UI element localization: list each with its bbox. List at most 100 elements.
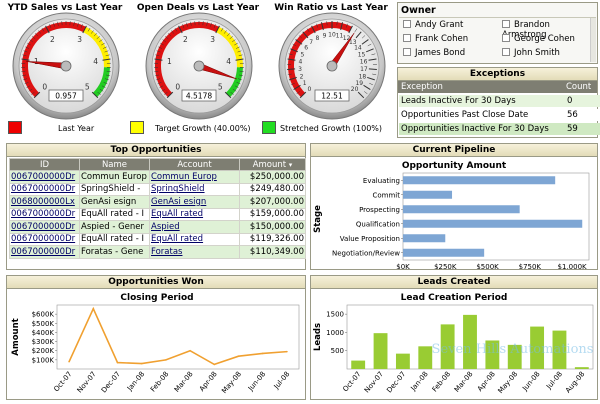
- gauge-tick: [215, 25, 220, 34]
- exception-row[interactable]: Opportunities Past Close Date 56: [399, 109, 600, 121]
- won-data-point: [165, 359, 167, 361]
- account-link[interactable]: GenAsi esign: [151, 196, 207, 207]
- gauge-tick: [101, 85, 106, 88]
- exception-row[interactable]: Opportunities Inactive For 30 Days 59: [399, 123, 600, 135]
- gauge-tick: [29, 39, 33, 43]
- gauge-tick: [166, 91, 174, 99]
- column-header-account[interactable]: Account: [149, 158, 240, 171]
- category-label: Value Proposition: [340, 235, 400, 243]
- account-link[interactable]: Foratas: [151, 246, 183, 257]
- owner-option-brandon-armstrong[interactable]: Brandon Armstrong: [502, 20, 550, 40]
- x-tick-label: $0K: [396, 263, 410, 269]
- y-axis-label: Stage: [313, 205, 323, 233]
- gauge-tick: [361, 39, 369, 45]
- table-cell: $250,000.00: [239, 170, 306, 184]
- owner-option-george-cohen[interactable]: George Cohen: [502, 34, 575, 44]
- gauge-tick-label: 7: [309, 39, 313, 46]
- checkbox[interactable]: [502, 34, 510, 42]
- gauge-tick-label: 3: [77, 35, 82, 44]
- gauge-tick: [104, 50, 109, 53]
- account-link[interactable]: SpringShield: [151, 184, 205, 195]
- owner-title: Owner: [401, 5, 436, 16]
- gauge-tick: [156, 78, 161, 81]
- won-data-point: [286, 350, 288, 353]
- account-link[interactable]: Commun Europ: [151, 171, 217, 182]
- gauge-tick: [155, 54, 160, 57]
- gauge-tick: [186, 22, 188, 27]
- gauge-tick: [348, 25, 353, 34]
- gauge-tick: [80, 24, 83, 28]
- gauge-tick: [155, 74, 160, 77]
- table-row[interactable]: 0067000000Dr Commun Europ Commun Europ $250…: [9, 170, 306, 184]
- chart-title: Closing Period: [120, 293, 193, 303]
- account-link[interactable]: EquAll rated: [151, 234, 204, 245]
- table-row[interactable]: 0067000000Dr EquAll rated - I EquAll rated…: [9, 232, 306, 246]
- table-cell: 0067000000Dr: [9, 182, 80, 196]
- gauge-band: [83, 26, 110, 68]
- table-cell: GenAsi esign: [149, 195, 240, 209]
- table-row[interactable]: 0067000000Dr Foratas - Gene Foratas $110,34…: [9, 245, 306, 259]
- gauge-tick: [234, 85, 239, 88]
- exceptions-header-exception: Exception: [401, 82, 443, 92]
- table-cell: Aspied - Gener: [79, 220, 150, 234]
- category-label: Evaluating: [363, 177, 400, 185]
- exception-row[interactable]: Leads Inactive For 30 Days 0: [399, 95, 600, 107]
- owner-option-james-bond[interactable]: James Bond: [403, 48, 465, 58]
- leads-bar: [351, 360, 366, 369]
- table-row[interactable]: 0067000000Dr EquAll rated - I EquAll rated…: [9, 207, 306, 221]
- checkbox[interactable]: [502, 20, 510, 28]
- pipeline-bar: [403, 234, 446, 243]
- gauge-tick: [93, 33, 97, 37]
- owner-option-john-smith[interactable]: John Smith: [502, 48, 560, 58]
- gauge-tick: [237, 50, 242, 53]
- gauge-tick: [23, 50, 28, 53]
- table-cell: Commun Europ: [79, 170, 150, 184]
- gauge-tick: [239, 70, 244, 72]
- gauge-tick: [306, 28, 310, 33]
- gauge-tick: [22, 74, 27, 77]
- category-label: Prospecting: [359, 206, 400, 214]
- gauge-tick: [293, 84, 301, 90]
- checkbox[interactable]: [403, 48, 411, 56]
- table-row[interactable]: 0067000000Dr Aspied - Gener Aspied $150,000…: [9, 220, 306, 234]
- gauge-tick: [213, 24, 216, 28]
- legend-label-target-growth: Target Growth (40.00%): [155, 124, 251, 133]
- gauge-tick: [372, 73, 377, 76]
- opportunity-id-link[interactable]: 0067000000Dr: [11, 184, 76, 195]
- opportunity-id-link[interactable]: 0067000000Dr: [11, 246, 76, 257]
- column-header-name[interactable]: Name: [79, 158, 150, 171]
- owner-option-frank-cohen[interactable]: Frank Cohen: [403, 34, 468, 44]
- column-header-id[interactable]: ID: [9, 158, 80, 171]
- legend-swatch-target-growth: [130, 121, 144, 134]
- gauge-tick: [354, 28, 358, 33]
- y-tick-label: $200K: [32, 347, 55, 355]
- opportunity-id-link[interactable]: 0067000000Dr: [11, 209, 76, 220]
- opportunity-id-link[interactable]: 0067000000Dr: [11, 171, 76, 182]
- gauge-tick: [357, 91, 365, 99]
- owner-option-andy-grant[interactable]: Andy Grant: [403, 20, 463, 30]
- leads-bar: [463, 314, 477, 369]
- gauge-tick-label: 17: [360, 66, 368, 73]
- opportunity-id-link[interactable]: 0067000000Dr: [11, 221, 76, 232]
- y-tick-label: 500: [331, 347, 344, 355]
- checkbox[interactable]: [502, 48, 510, 56]
- table-cell: EquAll rated: [149, 207, 240, 221]
- table-row[interactable]: 0068000000Lx GenAsi esign GenAsi esign $207…: [9, 195, 306, 209]
- gauge-tick: [99, 39, 103, 43]
- account-link[interactable]: EquAll rated: [151, 209, 204, 220]
- opportunity-id-link[interactable]: 0068000000Lx: [11, 196, 75, 207]
- table-row[interactable]: 0067000000Dr SpringShield - SpringShield $2…: [9, 182, 306, 196]
- opportunity-id-link[interactable]: 0067000000Dr: [11, 234, 76, 245]
- account-link[interactable]: Aspied: [151, 221, 180, 232]
- checkbox[interactable]: [403, 34, 411, 42]
- table-cell: 0067000000Dr: [9, 170, 80, 184]
- owner-scrollbar[interactable]: [590, 18, 596, 62]
- table-cell: $150,000.00: [239, 220, 306, 234]
- column-header-amount[interactable]: Amount ▾: [239, 158, 306, 171]
- opportunity-amount: $119,326.00: [249, 234, 304, 245]
- gauge-tick: [223, 30, 227, 34]
- pipeline-bar: [403, 219, 583, 228]
- gauge-tick: [164, 91, 168, 95]
- checkbox[interactable]: [403, 20, 411, 28]
